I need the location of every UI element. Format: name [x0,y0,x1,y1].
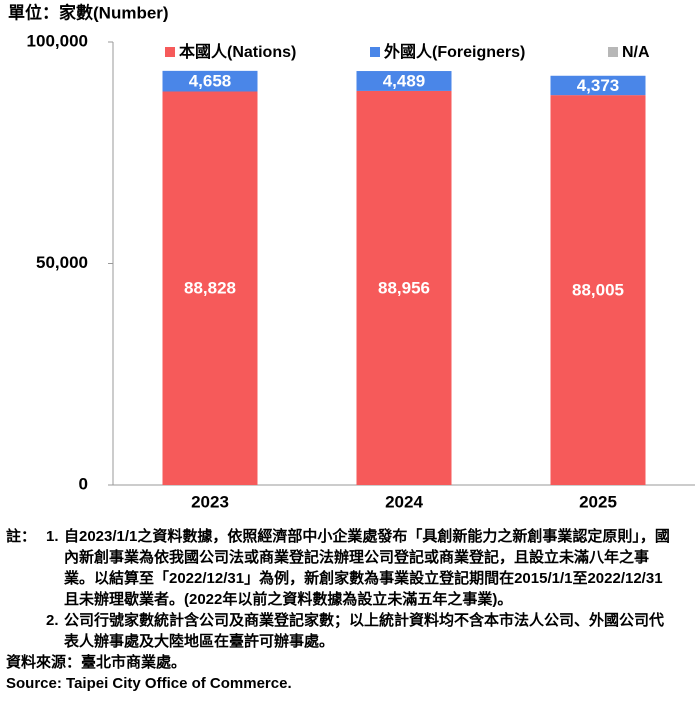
legend-label: 外國人(Foreigners) [383,42,525,61]
note-row: 2. 公司行號家數統計含公司及商業登記家數；以上統計資料均不含本市法人公司、外國… [6,610,696,652]
bar-segment [356,90,452,485]
x-tick-label: 2025 [579,492,617,511]
value-label: 4,489 [383,71,426,90]
bar-segment [550,75,646,96]
spacer [6,610,46,652]
note-num: 2. [46,612,59,629]
note-text: 公司行號家數統計含公司及商業登記家數；以上統計資料均不含本市法人公司、外國公司代… [64,612,665,650]
value-label: 88,956 [378,278,430,297]
legend-label: 本國人(Nations) [179,42,296,61]
note-label: 註： [6,528,37,545]
y-tick-label: 50,000 [36,253,88,272]
chart: 單位：家數(Number) 0 50,000 100,000 本國人(Nations)… [8,2,695,511]
note-text: 自2023/1/1之資料數據，依照經濟部中小企業處發布「具創新能力之新創事業認定… [64,528,670,608]
legend-label: N/A [622,44,650,61]
x-tick-label: 2023 [191,492,229,511]
notes: 註： 1. 自2023/1/1之資料數據，依照經濟部中小企業處發布「具創新能力之… [6,526,696,694]
legend-swatch [608,47,618,57]
unit-label: 單位：家數(Number) [8,2,169,22]
source-en: Source: Taipei City Office of Commerce. [6,675,292,692]
y-tick-label: 100,000 [27,31,88,50]
bar-segment [356,71,452,91]
note-num: 1. [46,528,59,545]
bar-segment [550,95,646,485]
bar-segment [162,91,258,486]
legend-swatch [165,47,175,57]
bar-segment [162,70,258,92]
source-zh: 資料來源：臺北市商業處。 [6,654,187,671]
y-tick-label: 0 [79,474,88,493]
value-label: 88,005 [572,281,624,300]
legend-swatch [370,47,380,57]
value-label: 88,828 [184,279,236,298]
value-label: 4,373 [577,76,620,95]
note-row: 註： 1. 自2023/1/1之資料數據，依照經濟部中小企業處發布「具創新能力之… [6,526,696,610]
value-label: 4,658 [189,72,232,91]
x-tick-label: 2024 [385,492,423,511]
